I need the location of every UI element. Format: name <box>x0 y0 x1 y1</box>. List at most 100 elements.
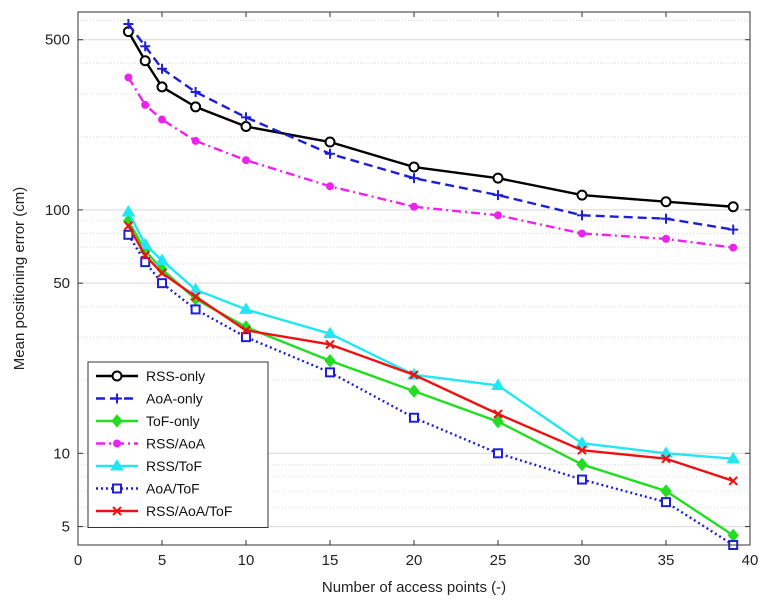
data-point <box>577 474 587 485</box>
data-point <box>575 436 589 448</box>
data-point <box>408 384 420 398</box>
x-tick-label: 5 <box>158 552 166 569</box>
y-tick-label: 100 <box>45 202 70 219</box>
data-point <box>156 81 168 93</box>
x-tick-label: 30 <box>574 552 591 569</box>
data-point <box>493 190 503 201</box>
y-tick-label: 500 <box>45 32 70 49</box>
data-point <box>727 201 739 213</box>
data-point <box>140 250 150 261</box>
data-point <box>324 136 336 148</box>
grid-lines <box>78 19 750 528</box>
data-point <box>326 182 334 191</box>
legend-label: RSS/ToF <box>146 458 202 474</box>
y-tick-label: 50 <box>53 275 70 292</box>
data-point <box>494 211 502 220</box>
data-point <box>141 100 150 109</box>
legend-label: RSS/AoA/ToF <box>146 503 232 519</box>
legend-label: AoA/ToF <box>146 481 200 497</box>
legend-label: ToF-only <box>146 413 200 429</box>
data-point <box>190 291 201 302</box>
data-point <box>240 121 252 133</box>
series-line <box>127 76 734 249</box>
data-point <box>661 497 671 508</box>
data-point <box>191 136 200 145</box>
data-point <box>241 325 251 336</box>
data-point <box>576 457 588 472</box>
data-point <box>325 148 335 159</box>
series-aoa-only <box>123 19 739 235</box>
data-point <box>123 221 134 231</box>
data-point <box>577 445 587 455</box>
data-point <box>325 367 335 378</box>
series-line <box>127 31 734 208</box>
legend-entry: RSS/ToF <box>96 458 202 474</box>
data-point <box>727 528 739 543</box>
legend-label: RSS/AoA <box>146 436 206 452</box>
data-point <box>140 257 151 268</box>
x-tick-label: 20 <box>406 552 423 569</box>
data-point <box>139 55 151 67</box>
legend-entry: RSS-only <box>96 368 205 384</box>
legend-marker <box>111 370 123 382</box>
data-point <box>728 476 738 486</box>
legend-marker <box>111 414 123 428</box>
legend-marker <box>110 459 124 471</box>
data-point <box>408 161 420 173</box>
data-point <box>157 63 167 74</box>
legend-entry: AoA/ToF <box>96 481 200 497</box>
data-point <box>323 326 337 339</box>
data-point <box>493 409 503 419</box>
x-tick-label: 40 <box>742 552 759 569</box>
series-rss-aoa-tof <box>123 221 738 486</box>
legend-label: AoA-only <box>146 391 203 407</box>
data-point <box>158 115 166 124</box>
data-point <box>157 268 167 278</box>
series-rss-aoa <box>124 73 738 252</box>
x-tick-label: 25 <box>490 552 507 569</box>
data-point <box>138 237 153 250</box>
legend-marker <box>112 393 122 404</box>
data-point <box>242 156 250 165</box>
data-point <box>325 339 335 350</box>
data-point <box>241 332 251 343</box>
y-tick-label: 10 <box>53 445 70 462</box>
x-tick-label: 10 <box>238 552 255 569</box>
series-rss-only <box>122 26 739 213</box>
data-point <box>661 213 671 224</box>
y-tick-label: 5 <box>62 519 70 536</box>
legend-entry: RSS/AoA <box>96 436 206 452</box>
legend-entry: AoA-only <box>96 391 203 407</box>
data-point <box>409 173 419 184</box>
data-point <box>576 189 588 201</box>
series-rss-tof <box>121 205 741 464</box>
legend-entry: ToF-only <box>96 413 200 429</box>
y-axis-label: Mean positioning error (cm) <box>11 187 28 370</box>
data-point <box>728 224 739 235</box>
x-tick-label: 0 <box>74 552 82 569</box>
data-point <box>578 229 586 238</box>
legend-label: RSS-only <box>146 368 205 384</box>
data-point <box>124 73 133 82</box>
data-point <box>492 172 504 184</box>
data-point <box>577 210 587 221</box>
y-axis-ticks: 5 10 50 100 500 <box>45 32 750 536</box>
data-point <box>660 196 672 208</box>
data-point <box>493 448 503 459</box>
data-point <box>190 304 201 315</box>
legend-marker <box>112 483 122 494</box>
data-point <box>662 234 670 243</box>
data-point <box>188 282 203 295</box>
data-point <box>239 302 253 314</box>
data-point <box>157 278 167 289</box>
data-point <box>410 202 418 211</box>
x-axis-label: Number of access points (-) <box>322 579 506 596</box>
data-point <box>491 378 505 390</box>
legend-entry: RSS/AoA/ToF <box>96 503 232 519</box>
x-axis-ticks: 0 5 10 15 20 25 30 35 40 <box>74 12 759 569</box>
series-layer <box>121 19 741 550</box>
x-tick-label: 35 <box>658 552 675 569</box>
legend: RSS-only AoA-only ToF-only RSS/AoA RSS/ToF Ao… <box>87 361 269 528</box>
data-point <box>324 353 336 368</box>
